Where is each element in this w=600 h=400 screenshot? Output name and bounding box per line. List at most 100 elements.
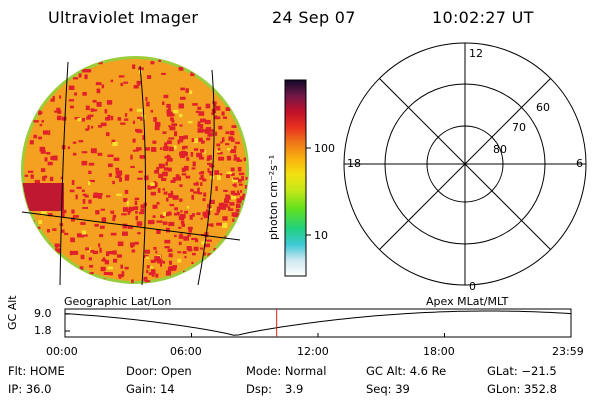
emission-speck [30,174,34,179]
info-seq: Seq: 39 [366,382,410,396]
emission-speck [230,190,236,195]
colorbar-tick-10: 10 [314,229,328,242]
emission-speck [217,174,221,180]
emission-speck [175,174,180,178]
emission-speck [93,194,99,198]
emission-speck [39,123,43,127]
emission-speck [209,155,212,160]
emission-speck [90,250,95,253]
emission-speck [81,160,88,166]
emission-speck [108,272,113,276]
emission-speck [204,243,210,248]
info-flt: Flt: HOME [8,364,65,378]
emission-speck [158,173,164,179]
emission-speck [216,262,221,266]
emission-speck [73,215,79,218]
emission-speck [218,125,223,130]
emission-speck [81,230,86,236]
emission-speck [243,157,246,162]
emission-speck [24,174,29,177]
emission-speck [164,155,167,159]
emission-speck [231,212,234,217]
emission-speck [183,145,188,149]
mlat-label-80: 80 [493,143,507,156]
emission-speck [198,137,203,142]
emission-speck [165,240,171,243]
emission-speck [221,111,225,116]
emission-speck [28,91,33,96]
emission-speck [238,172,245,176]
emission-speck [168,137,175,140]
emission-speck [76,186,82,189]
emission-speck [233,158,239,161]
emission-speck [216,143,221,147]
emission-speck [199,247,204,250]
emission-speck [130,242,135,247]
emission-speck [180,87,185,91]
emission-speck [228,196,231,200]
emission-speck [232,103,239,106]
emission-speck [33,276,39,281]
altitude-curve [64,310,572,336]
emission-speck [235,102,240,108]
emission-speck [183,135,188,140]
emission-speck [200,149,205,153]
emission-speck [140,116,143,121]
emission-speck [214,103,217,107]
emission-speck [37,267,44,270]
emission-speck [40,211,47,216]
emission-speck [172,195,179,200]
emission-speck [217,147,221,151]
meridian-line [139,65,147,286]
emission-speck [193,191,199,194]
emission-speck [242,193,247,197]
emission-speck [93,192,98,196]
emission-speck [167,266,173,271]
emission-speck [190,188,194,192]
emission-speck [160,262,162,267]
emission-speck [33,264,36,270]
emission-speck [138,170,143,173]
emission-speck [40,150,46,154]
emission-speck [144,175,149,181]
emission-speck [174,207,178,211]
emission-speck [177,258,182,263]
emission-speck [33,134,37,139]
emission-speck [151,273,155,277]
emission-speck [228,136,234,141]
emission-speck [198,111,205,116]
emission-speck [24,60,27,65]
emission-speck [191,237,198,241]
emission-speck [91,125,94,129]
xtick-2359: 23:59 [552,345,584,358]
emission-speck [46,89,51,94]
emission-speck [165,161,168,166]
emission-speck [217,269,220,272]
emission-speck [235,141,240,145]
emission-speck [192,161,196,167]
emission-speck [110,79,114,83]
emission-speck [97,193,103,196]
emission-speck [132,64,136,69]
emission-speck [221,206,226,210]
emission-speck [153,117,157,122]
emission-speck [238,265,241,269]
emission-speck [161,72,166,75]
emission-speck [203,192,207,197]
emission-speck [162,211,166,216]
emission-speck [155,273,159,278]
xtick-0000: 00:00 [46,345,78,358]
emission-speck [227,206,231,209]
emission-speck [135,215,138,221]
emission-speck [208,256,214,260]
emission-speck [159,163,165,169]
emission-speck [162,221,168,225]
colorbar: 100 10 photon cm⁻²s⁻¹ [267,79,335,277]
emission-speck [191,194,194,200]
emission-speck [153,246,157,250]
emission-speck [156,229,161,234]
xtick-1200: 12:00 [297,345,329,358]
emission-speck [120,122,126,125]
emission-speck [120,264,123,269]
emission-speck [159,259,163,264]
